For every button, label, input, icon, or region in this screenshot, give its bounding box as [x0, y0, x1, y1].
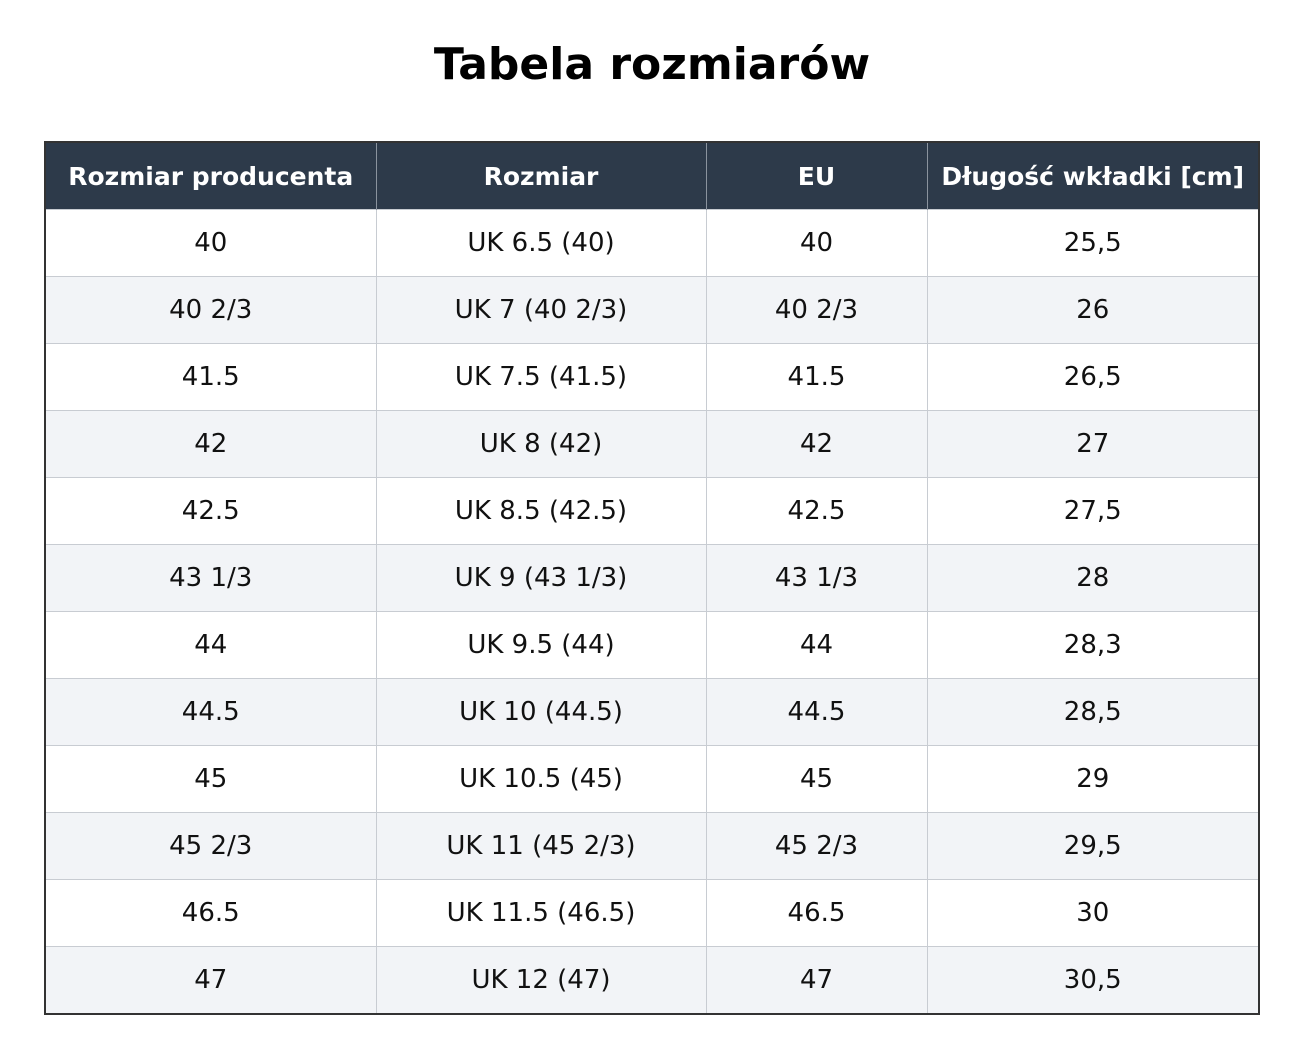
table-cell: 30,5: [926, 946, 1260, 1014]
table-cell: 47: [705, 946, 928, 1014]
table-row: 43 1/3 UK 9 (43 1/3) 43 1/3 28: [44, 544, 1260, 612]
table-cell: UK 12 (47): [375, 946, 707, 1014]
table-cell: UK 9 (43 1/3): [375, 544, 707, 612]
table-row: 40 UK 6.5 (40) 40 25,5: [44, 209, 1260, 277]
table-row: 47 UK 12 (47) 47 30,5: [44, 946, 1260, 1014]
table-cell: 40: [705, 209, 928, 277]
table-cell: 26: [926, 276, 1260, 344]
table-cell: 29,5: [926, 812, 1260, 880]
table-cell: 46.5: [705, 879, 928, 947]
table-cell: 46.5: [44, 879, 377, 947]
table-header: Rozmiar producenta Rozmiar EU Długość wkład…: [44, 142, 1260, 210]
column-header: Długość wkładki [cm]: [926, 142, 1260, 210]
table-cell: UK 7 (40 2/3): [375, 276, 707, 344]
table-row: 42 UK 8 (42) 42 27: [44, 410, 1260, 478]
table-cell: 41.5: [44, 343, 377, 411]
table-cell: 28: [926, 544, 1260, 612]
table-cell: 42.5: [705, 477, 928, 545]
table-row: 45 UK 10.5 (45) 45 29: [44, 745, 1260, 813]
column-header: Rozmiar producenta: [44, 142, 377, 210]
table-cell: 28,3: [926, 611, 1260, 679]
table-cell: 25,5: [926, 209, 1260, 277]
table-cell: 42: [44, 410, 377, 478]
table-row: 44.5 UK 10 (44.5) 44.5 28,5: [44, 678, 1260, 746]
table-cell: 45: [44, 745, 377, 813]
table-body: 40 UK 6.5 (40) 40 25,5 40 2/3 UK 7 (40 2/3) 40…: [44, 209, 1260, 1014]
table-cell: 44.5: [44, 678, 377, 746]
table-cell: 43 1/3: [705, 544, 928, 612]
table-cell: 27,5: [926, 477, 1260, 545]
table-cell: 40 2/3: [705, 276, 928, 344]
column-header: Rozmiar: [375, 142, 707, 210]
table-row: 41.5 UK 7.5 (41.5) 41.5 26,5: [44, 343, 1260, 411]
table-row: 44 UK 9.5 (44) 44 28,3: [44, 611, 1260, 679]
table-cell: UK 7.5 (41.5): [375, 343, 707, 411]
table-cell: 29: [926, 745, 1260, 813]
table-cell: 40: [44, 209, 377, 277]
table-cell: UK 11 (45 2/3): [375, 812, 707, 880]
table-cell: 42: [705, 410, 928, 478]
size-table: Rozmiar producenta Rozmiar EU Długość wkład…: [44, 141, 1260, 1015]
table-cell: 28,5: [926, 678, 1260, 746]
table-row: 46.5 UK 11.5 (46.5) 46.5 30: [44, 879, 1260, 947]
table-cell: UK 9.5 (44): [375, 611, 707, 679]
table-cell: 27: [926, 410, 1260, 478]
table-cell: UK 8 (42): [375, 410, 707, 478]
table-row: 45 2/3 UK 11 (45 2/3) 45 2/3 29,5: [44, 812, 1260, 880]
table-cell: 40 2/3: [44, 276, 377, 344]
table-cell: 26,5: [926, 343, 1260, 411]
table-cell: 47: [44, 946, 377, 1014]
table-cell: 42.5: [44, 477, 377, 545]
table-cell: 45 2/3: [44, 812, 377, 880]
table-cell: 44: [705, 611, 928, 679]
table-cell: 44.5: [705, 678, 928, 746]
table-cell: 45: [705, 745, 928, 813]
table-cell: UK 11.5 (46.5): [375, 879, 707, 947]
table-cell: UK 10.5 (45): [375, 745, 707, 813]
table-cell: UK 10 (44.5): [375, 678, 707, 746]
header-row: Rozmiar producenta Rozmiar EU Długość wkład…: [44, 142, 1260, 210]
column-header: EU: [705, 142, 928, 210]
table-cell: UK 8.5 (42.5): [375, 477, 707, 545]
table-row: 42.5 UK 8.5 (42.5) 42.5 27,5: [44, 477, 1260, 545]
table-cell: 43 1/3: [44, 544, 377, 612]
title: Tabela rozmiarów: [433, 39, 871, 90]
table-cell: 45 2/3: [705, 812, 928, 880]
table-cell: 44: [44, 611, 377, 679]
table-cell: UK 6.5 (40): [375, 209, 707, 277]
table-cell: 41.5: [705, 343, 928, 411]
table-cell: 30: [926, 879, 1260, 947]
table-row: 40 2/3 UK 7 (40 2/3) 40 2/3 26: [44, 276, 1260, 344]
